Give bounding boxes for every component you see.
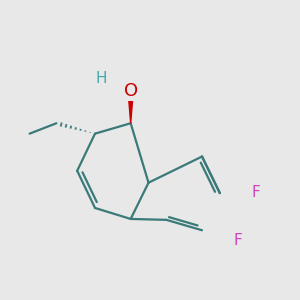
Text: F: F: [233, 233, 242, 248]
Text: F: F: [251, 185, 260, 200]
Polygon shape: [128, 91, 134, 123]
Text: O: O: [124, 82, 138, 100]
Text: H: H: [95, 71, 107, 86]
